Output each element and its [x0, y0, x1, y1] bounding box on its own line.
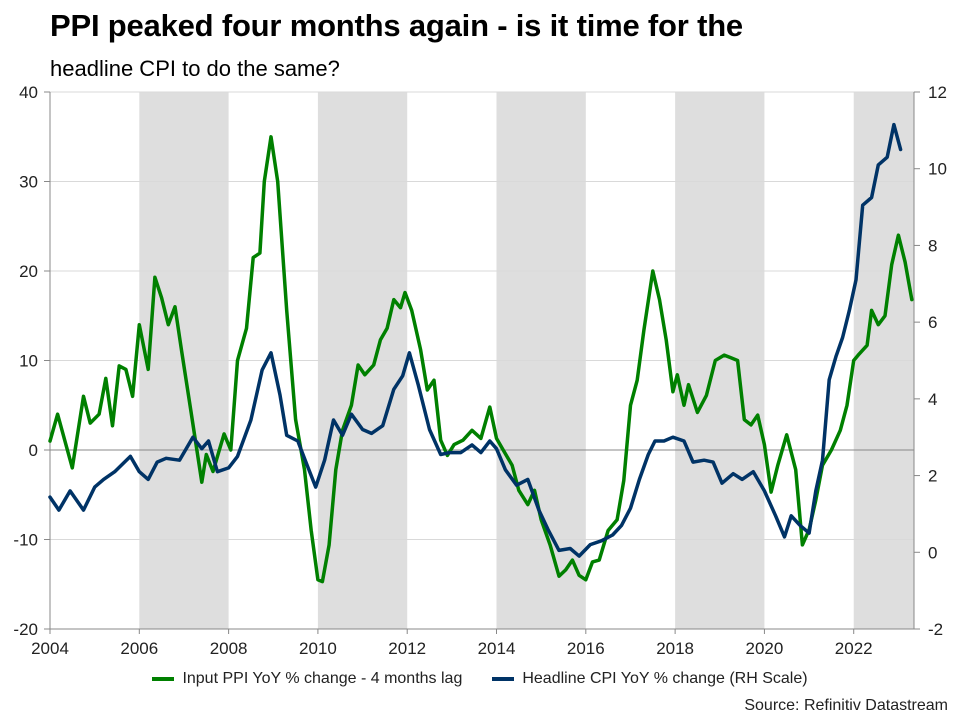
- x-tick-label: 2012: [388, 639, 426, 658]
- x-tick-label: 2008: [210, 639, 248, 658]
- source-note: Source: Refinitiv Datastream: [744, 697, 948, 714]
- x-tick-label: 2022: [835, 639, 873, 658]
- legend-swatch-ppi: [152, 677, 175, 681]
- left-tick-label: 30: [19, 173, 38, 192]
- left-axis-ticks: -20 -10 0 10 20 30 40: [13, 83, 50, 639]
- right-tick-label: 0: [928, 543, 937, 562]
- x-tick-label: 2020: [746, 639, 784, 658]
- legend-item-ppi[interactable]: Input PPI YoY % change - 4 months lag: [152, 670, 462, 688]
- chart-subtitle: headline CPI to do the same?: [50, 56, 340, 81]
- right-axis-ticks: -2 0 2 4 6 8 10 12: [914, 83, 947, 639]
- right-tick-label: 2: [928, 467, 937, 486]
- legend-label-ppi: Input PPI YoY % change - 4 months lag: [182, 670, 463, 687]
- x-tick-label: 2016: [567, 639, 605, 658]
- left-tick-label: 10: [19, 352, 38, 371]
- left-tick-label: 0: [29, 441, 38, 460]
- gridlines: [50, 91, 914, 540]
- right-tick-label: 8: [928, 236, 937, 255]
- legend-label-cpi: Headline CPI YoY % change (RH Scale): [522, 670, 808, 687]
- cpi-line: [48, 122, 903, 558]
- right-tick-label: 4: [928, 390, 937, 409]
- x-axis-ticks: 2004 2006 2008 2010 2012 2014 2016 2018 2020 2022: [31, 629, 873, 658]
- x-tick-label: 2004: [31, 639, 69, 658]
- x-tick-label: 2014: [478, 639, 516, 658]
- x-tick-label: 2018: [656, 639, 694, 658]
- left-tick-label: -10: [13, 531, 38, 550]
- ppi-line: [48, 135, 914, 584]
- chart-title: PPI peaked four months again - is it tim…: [50, 8, 743, 43]
- legend: Input PPI YoY % change - 4 months lag He…: [0, 670, 960, 688]
- series-lines: [48, 122, 914, 584]
- legend-item-cpi[interactable]: Headline CPI YoY % change (RH Scale): [492, 670, 808, 688]
- x-tick-label: 2010: [299, 639, 337, 658]
- left-tick-label: 20: [19, 262, 38, 281]
- x-tick-label: 2006: [120, 639, 158, 658]
- left-tick-label: -20: [13, 620, 38, 639]
- right-tick-label: 12: [928, 83, 947, 102]
- right-tick-label: -2: [928, 620, 943, 639]
- right-tick-label: 10: [928, 160, 947, 179]
- right-tick-label: 6: [928, 313, 937, 332]
- legend-swatch-cpi: [492, 677, 515, 681]
- left-tick-label: 40: [19, 83, 38, 102]
